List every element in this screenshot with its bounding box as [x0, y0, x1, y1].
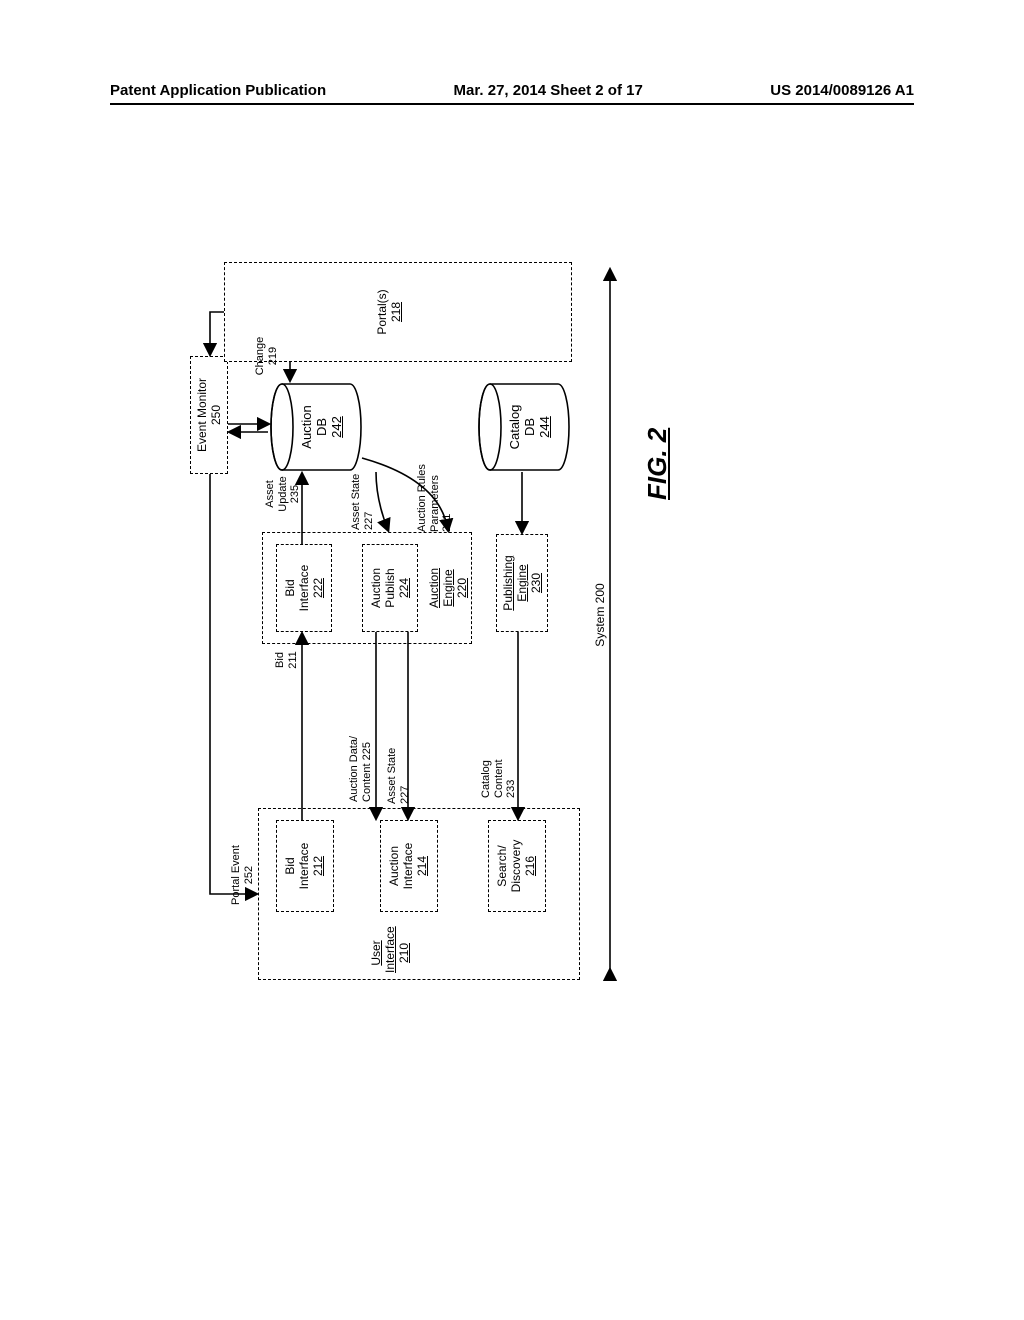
asr-l1: Asset State: [350, 452, 363, 530]
header: Patent Application Publication Mar. 27, …: [110, 82, 914, 105]
bid-211-label: Bid 211: [274, 640, 299, 680]
portal-event-label: Portal Event 252: [230, 830, 255, 920]
system-label: System 200: [594, 570, 608, 660]
ch-num: 219: [267, 328, 280, 384]
page: Patent Application Publication Mar. 27, …: [0, 0, 1024, 1320]
asl-l1: Asset State: [386, 724, 399, 804]
asset-state-right-label: Asset State 227: [350, 452, 375, 530]
b211-l1: Bid: [274, 640, 287, 680]
pe-l1: Portal Event: [230, 830, 243, 920]
asset-update-label: Asset Update 235: [264, 466, 302, 522]
ch-l1: Change: [254, 328, 267, 384]
cc-num: 233: [505, 728, 518, 798]
cc-l2: Content: [493, 728, 506, 798]
asr-num: 227: [363, 452, 376, 530]
pe-num: 252: [243, 830, 256, 920]
ar-l1: Auction Rules: [416, 432, 429, 532]
header-center: Mar. 27, 2014 Sheet 2 of 17: [454, 82, 643, 99]
diagram-slot: Event Monitor 250 User Interface 210 Bid…: [85, 365, 805, 875]
auction-rules-label: Auction Rules Parameters 221: [416, 432, 454, 532]
au-l1: Asset: [264, 466, 277, 522]
asset-state-left-label: Asset State 227: [386, 724, 411, 804]
cc-l1: Catalog: [480, 728, 493, 798]
system-text: System 200: [593, 583, 607, 646]
header-right: US 2014/0089126 A1: [770, 82, 914, 99]
ar-num: 221: [441, 432, 454, 532]
catalog-content-label: Catalog Content 233: [480, 728, 518, 798]
diagram: Event Monitor 250 User Interface 210 Bid…: [190, 260, 700, 980]
header-left: Patent Application Publication: [110, 82, 326, 99]
au-num: 235: [289, 466, 302, 522]
b211-num: 211: [287, 640, 300, 680]
figure-label: FIG. 2: [642, 428, 673, 500]
ad-l2: Content 225: [361, 702, 374, 802]
fig-text: FIG. 2: [642, 428, 672, 500]
ar-l2: Parameters: [429, 432, 442, 532]
au-l2: Update: [277, 466, 290, 522]
ad-l1: Auction Data/: [348, 702, 361, 802]
auction-data-label: Auction Data/ Content 225: [348, 702, 373, 802]
asl-num: 227: [399, 724, 412, 804]
change-label: Change 219: [254, 328, 279, 384]
